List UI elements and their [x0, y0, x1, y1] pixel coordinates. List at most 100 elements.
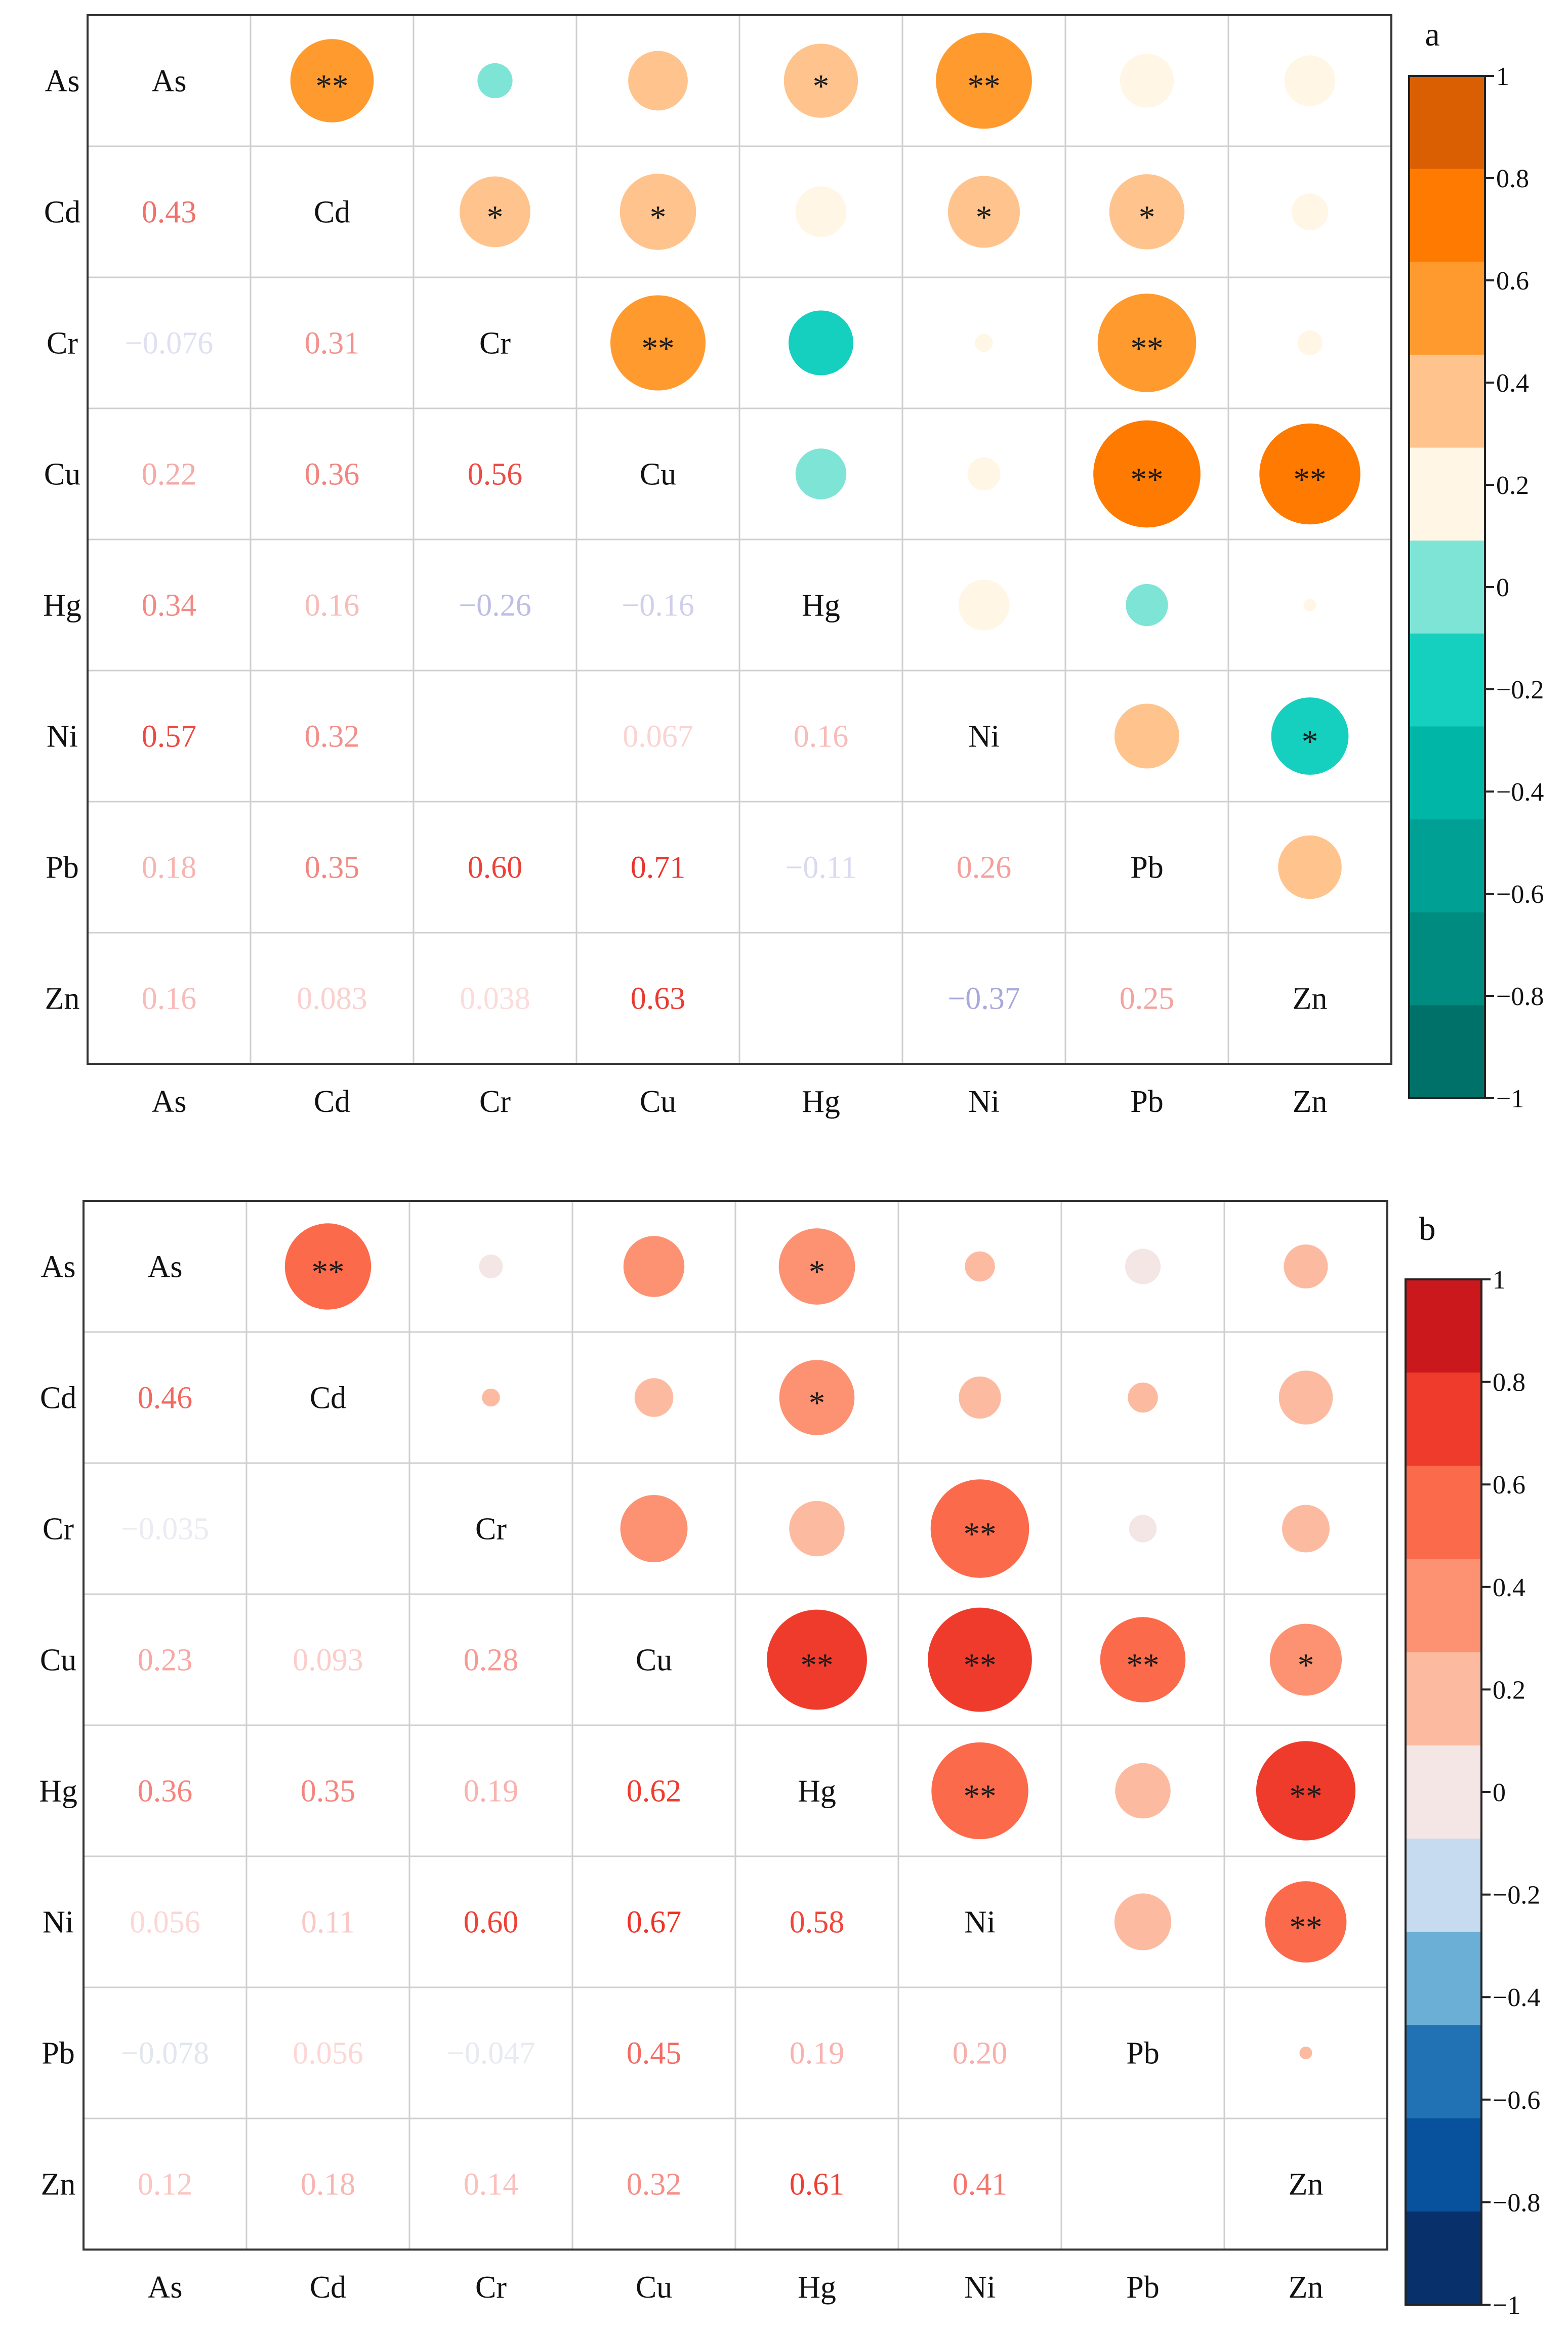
diagonal-label: Hg	[802, 589, 840, 623]
correlation-value-label: 0.038	[460, 982, 530, 1016]
correlation-value-label: 0.11	[301, 1905, 355, 1940]
correlation-circle-Cr-Pb	[1097, 294, 1196, 392]
diagonal-label: Pb	[1126, 2036, 1159, 2071]
diagonal-label: Zn	[1289, 2168, 1324, 2202]
diagonal-label: As	[152, 64, 187, 99]
correlation-value-label: 0.36	[138, 1774, 193, 1809]
correlation-circle-Pb-Zn	[1278, 835, 1342, 899]
column-label-Ni: Ni	[964, 2270, 996, 2305]
diagonal-label: Zn	[1293, 982, 1328, 1016]
correlation-circle-Cu-Zn	[1269, 1624, 1342, 1696]
correlation-value-label: 0.16	[142, 982, 197, 1016]
correlation-value-label: 0.19	[464, 1774, 519, 1809]
row-label-Cu: Cu	[40, 1643, 76, 1678]
correlation-value-label: 0.12	[138, 2168, 193, 2202]
correlation-value-label: −0.11	[785, 851, 856, 885]
correlation-circle-Cr-Cu	[610, 295, 706, 391]
correlation-circle-Cr-Zn	[1297, 330, 1323, 355]
diagonal-label: Ni	[968, 720, 1000, 754]
correlation-value-label: 0.45	[627, 2036, 682, 2071]
correlation-circle-Cd-Zn	[1278, 1370, 1333, 1425]
correlation-value-label: 0.62	[627, 1774, 682, 1809]
correlation-value-label: −0.26	[459, 589, 531, 623]
row-label-Pb: Pb	[46, 851, 78, 885]
correlation-circle-As-Cu	[623, 1236, 685, 1297]
significance-stars: **	[1293, 462, 1326, 498]
row-label-Cd: Cd	[44, 195, 80, 230]
correlation-circle-Cd-Zn	[1291, 193, 1329, 230]
row-label-As: As	[45, 64, 80, 99]
colorbar-tick-label: −0.2	[1496, 676, 1544, 704]
correlation-circle-As-Hg	[783, 44, 858, 118]
correlation-circle-Cu-Zn	[1259, 423, 1360, 525]
colorbar-segment	[1406, 1652, 1481, 1746]
colorbar-segment	[1409, 819, 1485, 913]
colorbar-tick-label: 0.8	[1496, 164, 1529, 193]
colorbar-tick-label: 1	[1496, 62, 1509, 91]
colorbar-segment	[1406, 1932, 1481, 2025]
correlation-circle-Ni-Pb	[1114, 1893, 1172, 1950]
colorbar-segment	[1406, 1279, 1481, 1373]
column-label-Zn: Zn	[1289, 2270, 1324, 2305]
colorbar-segment	[1406, 1745, 1481, 1839]
correlation-value-label: 0.19	[790, 2036, 845, 2071]
correlation-circle-Cu-Pb	[1100, 1617, 1186, 1702]
correlation-circle-Hg-Ni	[931, 1742, 1028, 1840]
correlation-circle-Cr-Pb	[1129, 1515, 1157, 1543]
significance-stars: **	[800, 1647, 833, 1684]
colorbar-segment	[1409, 1005, 1485, 1099]
correlation-circle-As-Cd	[284, 1223, 372, 1310]
colorbar-segment	[1409, 76, 1485, 170]
correlation-circle-Cd-Cr	[460, 176, 530, 247]
correlation-circle-As-Cr	[479, 1254, 503, 1279]
row-label-Zn: Zn	[45, 982, 80, 1016]
correlation-circle-As-Ni	[965, 1251, 995, 1282]
significance-stars: *	[809, 1385, 826, 1422]
correlation-circle-Hg-Zn	[1256, 1741, 1356, 1841]
correlation-value-label: 0.25	[1120, 982, 1175, 1016]
colorbar-segment	[1409, 726, 1485, 820]
colorbar-segment	[1409, 912, 1485, 1006]
colorbar-segment	[1406, 1372, 1481, 1466]
plot-frame	[87, 14, 1392, 1065]
significance-stars: **	[963, 1778, 996, 1815]
row-label-Hg: Hg	[43, 589, 81, 623]
correlation-circle-Cr-Ni	[975, 334, 993, 352]
correlation-value-label: 0.43	[142, 195, 197, 230]
correlation-value-label: 0.056	[293, 2036, 363, 2071]
correlation-circle-Hg-Zn	[1303, 598, 1316, 612]
correlation-value-label: 0.32	[305, 720, 360, 754]
significance-stars: *	[1139, 199, 1156, 236]
correlation-circle-Cd-Cu	[620, 174, 696, 250]
correlation-circle-As-Pb	[1120, 54, 1174, 108]
colorbar-tick-label: −1	[1493, 2291, 1520, 2320]
correlation-circle-Ni-Zn	[1265, 1881, 1347, 1963]
column-label-As: As	[152, 1085, 187, 1119]
colorbar-segment	[1409, 262, 1485, 355]
diagonal-label: Cd	[310, 1381, 346, 1416]
correlation-value-label: 0.18	[142, 851, 197, 885]
colorbar-segment	[1406, 2118, 1481, 2212]
correlation-circle-Cd-Ni	[947, 176, 1020, 248]
correlation-circle-Cr-Cu	[620, 1495, 688, 1562]
significance-stars: *	[1298, 1647, 1314, 1684]
colorbar-tick-label: 0.4	[1496, 369, 1529, 398]
correlation-circle-As-Hg	[778, 1228, 855, 1305]
correlation-value-label: 0.63	[631, 982, 686, 1016]
correlation-circle-Cd-Pb	[1128, 1382, 1158, 1413]
diagonal-label: Cu	[640, 457, 676, 492]
colorbar-segment	[1406, 1466, 1481, 1560]
significance-stars: *	[809, 1254, 826, 1291]
colorbar-tick-label: 0.2	[1496, 471, 1529, 500]
significance-stars: **	[311, 1254, 344, 1291]
colorbar-segment	[1406, 1559, 1481, 1653]
correlation-circle-As-Cu	[628, 51, 688, 111]
correlation-circle-Cu-Hg	[795, 448, 847, 500]
column-label-Zn: Zn	[1293, 1085, 1328, 1119]
correlation-value-label: 0.14	[464, 2168, 519, 2202]
correlation-circle-As-Cd	[290, 39, 374, 122]
row-label-Cr: Cr	[47, 326, 78, 361]
column-label-As: As	[148, 2270, 183, 2305]
column-label-Ni: Ni	[968, 1085, 1000, 1119]
